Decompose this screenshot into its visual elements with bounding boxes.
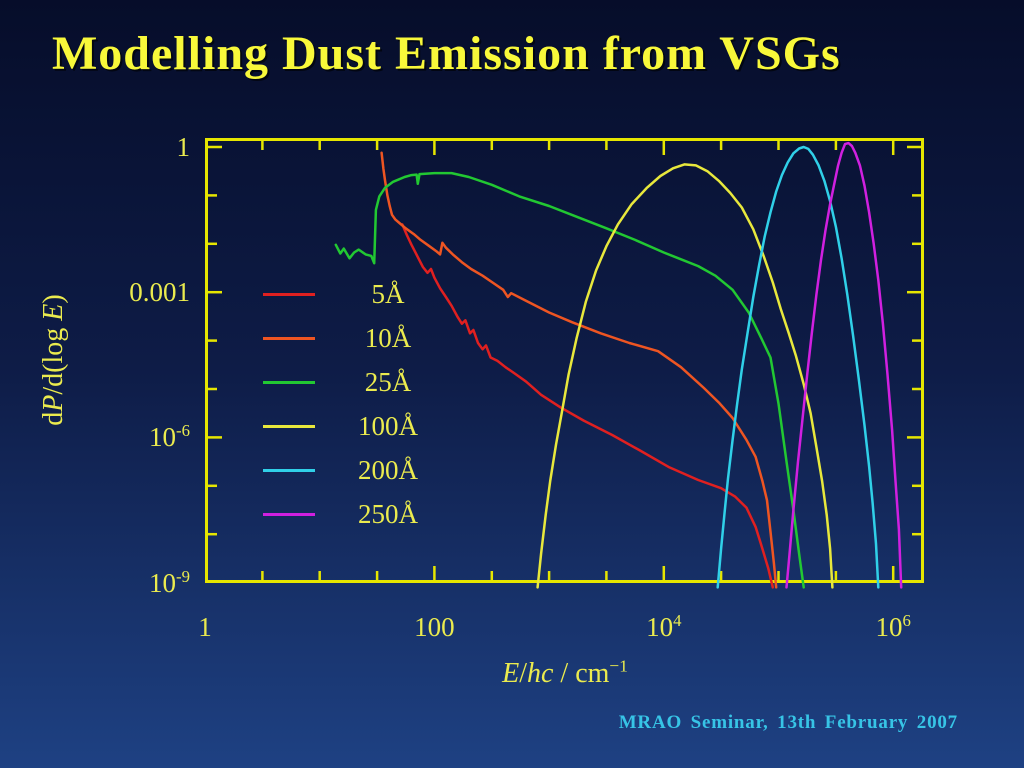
plot-frame	[205, 138, 924, 583]
legend-swatch	[263, 336, 315, 340]
legend-label: 5Å	[371, 278, 405, 309]
y-tick-label: 1	[176, 132, 191, 162]
legend-item: 5Å	[263, 272, 443, 316]
legend-item: 200Å	[263, 448, 443, 492]
legend-swatch	[263, 292, 315, 296]
curve-100Å	[536, 163, 834, 589]
legend-label: 100Å	[358, 410, 418, 441]
legend-label: 10Å	[364, 322, 412, 353]
x-tick-label: 100	[414, 612, 455, 642]
legend-item: 25Å	[263, 360, 443, 404]
x-axis-title: E/hc / cm−1	[502, 656, 628, 689]
curve-10Å	[380, 151, 778, 589]
legend-swatch	[263, 380, 315, 384]
y-tick-label: 0.001	[129, 277, 190, 308]
curve-250Å	[785, 141, 903, 589]
legend-swatch	[263, 424, 315, 428]
curve-25Å	[334, 171, 805, 589]
plot-area	[205, 138, 924, 589]
legend-item: 250Å	[263, 492, 443, 536]
y-tick-label: 10-6	[149, 421, 190, 453]
legend-label: 25Å	[364, 366, 412, 397]
legend-swatch	[263, 512, 315, 516]
x-tick-label: 1	[198, 612, 212, 642]
x-tick-label: 106	[875, 611, 911, 642]
legend-item: 10Å	[263, 316, 443, 360]
slide-title: Modelling Dust Emission from VSGs	[52, 27, 841, 80]
legend-label: 250Å	[358, 498, 418, 529]
chart-legend: 5Å 10Å 25Å 100Å 200Å 250Å	[263, 272, 443, 536]
y-tick-label: 10-9	[149, 566, 190, 598]
legend-item: 100Å	[263, 404, 443, 448]
curve-5Å	[401, 223, 775, 589]
curve-200Å	[716, 145, 880, 589]
y-axis-title: dP/d(log E)	[38, 294, 69, 426]
legend-swatch	[263, 468, 315, 472]
footer-caption: MRAO Seminar, 13th February 2007	[618, 712, 958, 733]
legend-label: 200Å	[358, 454, 418, 485]
x-tick-label: 104	[646, 611, 682, 642]
